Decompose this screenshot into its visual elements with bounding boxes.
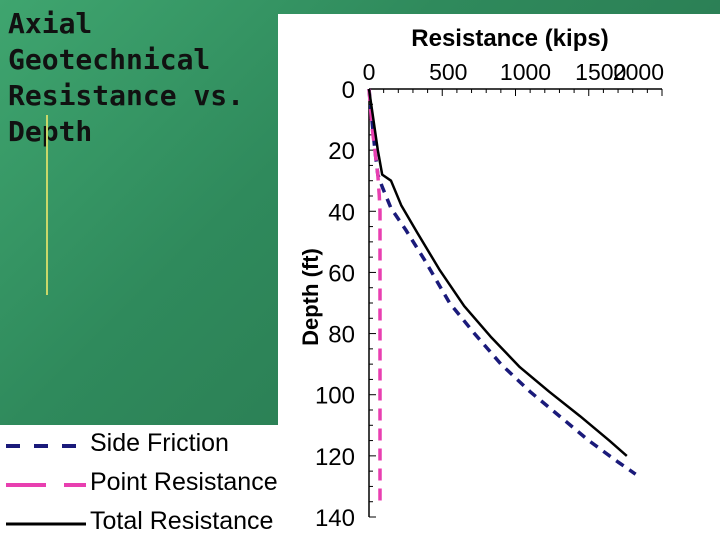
series-line-total-resistance <box>367 88 628 457</box>
y-tick-label: 0 <box>342 77 355 104</box>
series-line-side-friction <box>367 88 637 476</box>
legend-panel: Side Friction Point Resistance Total Res… <box>0 425 312 540</box>
legend-swatch-dashed-navy <box>6 444 86 448</box>
y-tick-label: 140 <box>315 505 355 532</box>
x-tick-label: 2000 <box>613 59 664 85</box>
legend-label: Total Resistance <box>90 507 274 535</box>
legend-item-point-resistance: Point Resistance <box>0 464 312 500</box>
y-tick-label: 40 <box>328 199 355 226</box>
y-axis-title: Depth (ft) <box>298 248 323 346</box>
legend-label: Point Resistance <box>90 468 278 496</box>
title-line: Resistance vs. <box>8 79 245 112</box>
decorative-rule <box>46 115 48 295</box>
y-tick-label: 100 <box>315 383 355 410</box>
series-layer <box>367 88 637 505</box>
x-tick-label: 0 <box>363 59 376 85</box>
slide-title: Axial Geotechnical Resistance vs. Depth <box>8 6 278 150</box>
y-tick-label: 120 <box>315 444 355 471</box>
x-tick-label: 1000 <box>500 59 551 85</box>
title-line: Depth <box>8 115 93 148</box>
x-axis-title: Resistance (kips) <box>411 25 608 52</box>
legend-label: Side Friction <box>90 429 229 457</box>
y-tick-label: 80 <box>328 322 355 349</box>
y-tick-label: 60 <box>328 260 355 287</box>
axes <box>368 88 662 517</box>
legend-item-total-resistance: Total Resistance <box>0 503 312 539</box>
legend-swatch-solid-black <box>6 522 86 526</box>
x-tick-label: 1500 <box>575 59 626 85</box>
plot-panel <box>278 14 720 540</box>
title-line: Axial <box>8 7 93 40</box>
x-tick-label: 500 <box>429 59 467 85</box>
legend-item-side-friction: Side Friction <box>0 425 312 461</box>
legend-swatch-dashed-pink <box>6 483 86 487</box>
y-tick-label: 20 <box>328 138 355 165</box>
title-line: Geotechnical <box>8 43 211 76</box>
series-line-point-resistance <box>367 88 382 505</box>
